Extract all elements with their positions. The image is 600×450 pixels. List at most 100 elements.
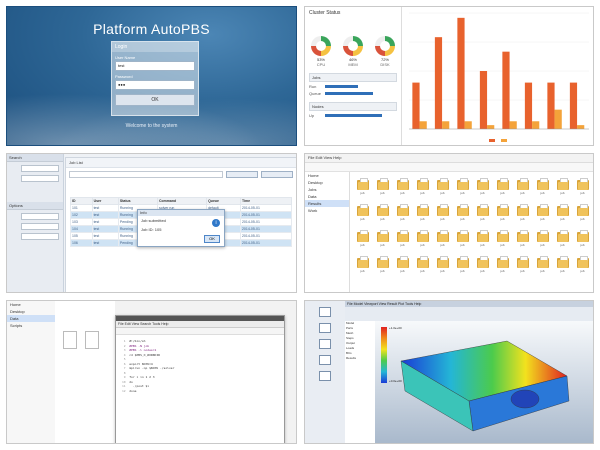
table-row[interactable]: 101 test Running solver run default 2014-05-0… <box>70 204 293 212</box>
app-icon[interactable] <box>319 323 331 333</box>
column-header[interactable]: User <box>91 197 119 205</box>
app-icon[interactable] <box>319 307 331 317</box>
filter-field[interactable] <box>21 165 59 172</box>
model-tree-item[interactable]: Results <box>346 356 357 360</box>
folder-item[interactable]: job <box>353 254 372 280</box>
folder-item[interactable]: job <box>453 202 472 228</box>
tree-item[interactable]: Jobs <box>308 187 317 192</box>
folder-item[interactable]: job <box>353 228 372 254</box>
code-area[interactable]: 1 #!/bin/sh 2 #PBS -N job 3 #PBS -l node… <box>116 335 284 397</box>
folder-item[interactable]: job <box>373 202 392 228</box>
folder-item[interactable]: job <box>413 202 432 228</box>
filter-field[interactable] <box>21 223 59 230</box>
folder-item[interactable]: job <box>493 254 512 280</box>
document-icon[interactable] <box>63 331 77 349</box>
folder-item[interactable]: job <box>553 254 572 280</box>
tree-item[interactable]: Desktop <box>308 180 323 185</box>
tree-item[interactable]: Results <box>305 200 349 207</box>
file-menu-bar[interactable]: File Edit View Help <box>305 154 593 163</box>
password-field[interactable]: ●●● <box>115 80 195 90</box>
folder-item[interactable]: job <box>473 228 492 254</box>
filter-field[interactable] <box>21 213 59 220</box>
folder-item[interactable]: job <box>533 176 552 202</box>
folder-icon <box>576 256 589 268</box>
filter-field[interactable] <box>21 233 59 240</box>
model-tree-item[interactable]: Steps <box>346 336 354 340</box>
folder-item[interactable]: job <box>473 254 492 280</box>
username-field[interactable]: test <box>115 61 195 71</box>
folder-item[interactable]: job <box>553 228 572 254</box>
column-header[interactable]: Time <box>239 197 293 205</box>
search-input[interactable] <box>69 171 223 178</box>
folder-icon <box>516 230 529 242</box>
model-tree-item[interactable]: BCs <box>346 351 352 355</box>
folder-item[interactable]: job <box>413 176 432 202</box>
folder-item[interactable]: job <box>413 254 432 280</box>
folder-item[interactable]: job <box>493 202 512 228</box>
document-icon[interactable] <box>85 331 99 349</box>
folder-item[interactable]: job <box>573 176 592 202</box>
folder-item[interactable]: job <box>453 176 472 202</box>
folder-item[interactable]: job <box>433 176 452 202</box>
column-header[interactable]: Command <box>157 197 208 205</box>
folder-item[interactable]: job <box>453 254 472 280</box>
folder-item[interactable]: job <box>533 228 552 254</box>
app-icon[interactable] <box>319 339 331 349</box>
folder-item[interactable]: job <box>513 254 532 280</box>
folder-item[interactable]: job <box>573 202 592 228</box>
folder-item[interactable]: job <box>573 254 592 280</box>
model-tree-item[interactable]: Output <box>346 341 356 345</box>
folder-item[interactable]: job <box>453 228 472 254</box>
folder-item[interactable]: job <box>573 228 592 254</box>
column-header[interactable]: Status <box>117 197 159 205</box>
cae-viewport[interactable]: +1.0e+00 +0.0e+00 <box>375 321 593 443</box>
cae-menu-bar[interactable]: File Model Viewport View Result Plot Too… <box>345 301 593 307</box>
tree-item[interactable]: Home <box>308 173 319 178</box>
folder-item[interactable]: job <box>553 202 572 228</box>
folder-item[interactable]: job <box>433 202 452 228</box>
places-item[interactable]: Scripts <box>10 323 23 328</box>
places-item[interactable]: Desktop <box>10 309 25 314</box>
folder-item[interactable]: job <box>493 176 512 202</box>
folder-item[interactable]: job <box>393 202 412 228</box>
folder-item[interactable]: job <box>433 254 452 280</box>
model-tree-item[interactable]: Mesh <box>346 331 354 335</box>
model-tree-item[interactable]: Loads <box>346 346 355 350</box>
folder-item[interactable]: job <box>533 254 552 280</box>
folder-item[interactable]: job <box>413 228 432 254</box>
model-tree-item[interactable]: Model <box>346 321 355 325</box>
tree-item[interactable]: Data <box>308 194 317 199</box>
folder-item[interactable]: job <box>513 228 532 254</box>
folder-item[interactable]: job <box>393 228 412 254</box>
editor-menu-bar[interactable]: File Edit View Search Tools Help <box>116 321 284 328</box>
folder-item[interactable]: job <box>393 254 412 280</box>
login-button[interactable]: OK <box>115 94 195 106</box>
folder-item[interactable]: job <box>393 176 412 202</box>
folder-item[interactable]: job <box>353 202 372 228</box>
folder-item[interactable]: job <box>373 254 392 280</box>
submit-button[interactable] <box>261 171 293 178</box>
app-icon[interactable] <box>319 371 331 381</box>
places-item[interactable]: Data <box>7 315 55 322</box>
tree-item[interactable]: Work <box>308 208 318 213</box>
column-header[interactable]: Queue <box>206 197 241 205</box>
model-tree-item[interactable]: Parts <box>346 326 354 330</box>
folder-item[interactable]: job <box>513 202 532 228</box>
folder-item[interactable]: job <box>493 228 512 254</box>
folder-item[interactable]: job <box>353 176 372 202</box>
search-button[interactable] <box>226 171 258 178</box>
folder-item[interactable]: job <box>513 176 532 202</box>
folder-item[interactable]: job <box>433 228 452 254</box>
filter-field[interactable] <box>21 175 59 182</box>
folder-item[interactable]: job <box>473 176 492 202</box>
app-icon[interactable] <box>319 355 331 365</box>
folder-item[interactable]: job <box>373 176 392 202</box>
folder-item[interactable]: job <box>473 202 492 228</box>
folder-item[interactable]: job <box>373 228 392 254</box>
places-item[interactable]: Home <box>10 302 21 307</box>
dialog-ok-button[interactable]: OK <box>204 235 220 243</box>
column-header[interactable]: ID <box>70 197 93 205</box>
folder-item[interactable]: job <box>533 202 552 228</box>
folder-item[interactable]: job <box>553 176 572 202</box>
stat-bar <box>325 85 358 88</box>
